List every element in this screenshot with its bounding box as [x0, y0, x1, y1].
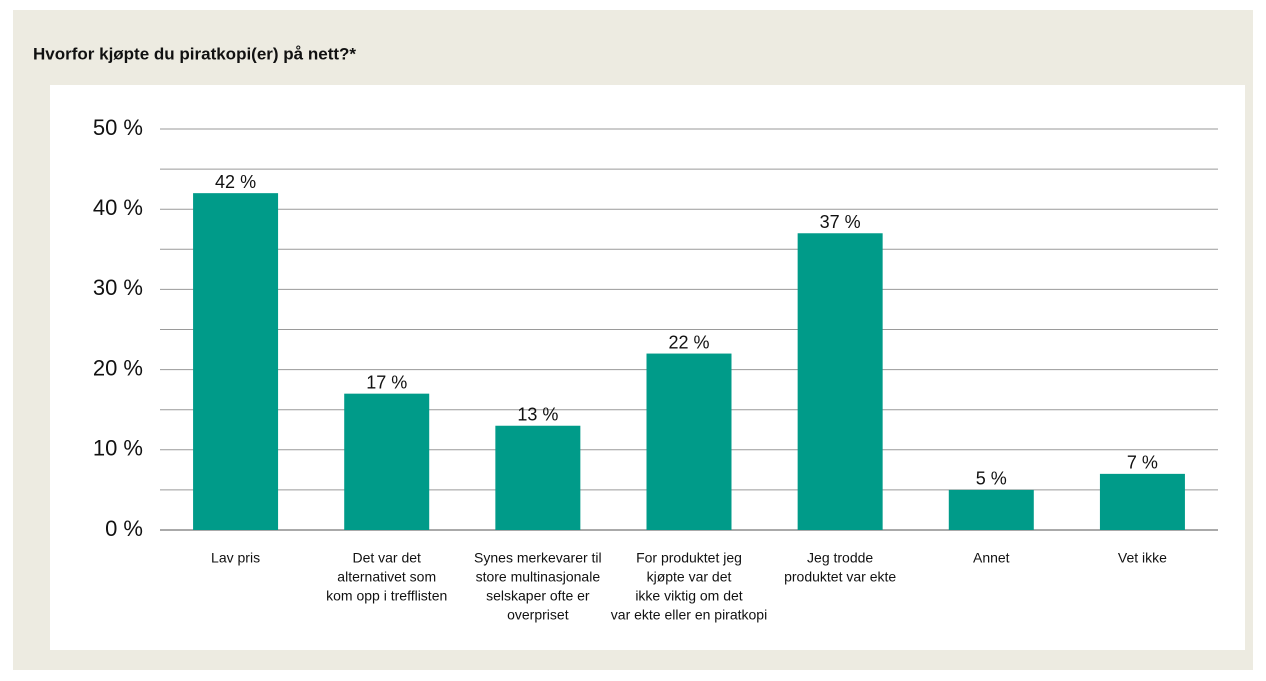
bar: [193, 193, 279, 530]
bar: [1099, 473, 1185, 530]
value-label: 7 %: [1127, 453, 1158, 473]
y-tick-label: 0 %: [105, 516, 143, 541]
x-tick-label: Vet ikke: [1118, 550, 1167, 566]
value-label: 13 %: [517, 404, 558, 424]
x-tick-label: store multinasjonale: [476, 569, 601, 585]
bar: [646, 353, 732, 530]
x-tick-label: Jeg trodde: [807, 550, 873, 566]
y-tick-label: 30 %: [93, 275, 143, 300]
y-tick-label: 40 %: [93, 195, 143, 220]
x-tick-label: selskaper ofte er: [486, 588, 590, 604]
bar: [797, 233, 883, 530]
y-tick-label: 20 %: [93, 355, 143, 380]
value-label: 17 %: [366, 372, 407, 392]
x-tick-label: var ekte eller en piratkopi: [611, 607, 767, 623]
x-tick-label: kjøpte var det: [647, 569, 732, 585]
chart-title: Hvorfor kjøpte du piratkopi(er) på nett?…: [33, 44, 356, 63]
y-tick-label: 10 %: [93, 436, 143, 461]
x-tick-label: For produktet jeg: [636, 550, 742, 566]
x-tick-label: produktet var ekte: [784, 569, 896, 585]
x-tick-label: Det var det: [352, 550, 421, 566]
x-tick-label: overpriset: [507, 607, 569, 623]
x-tick-label: Lav pris: [211, 550, 260, 566]
bar: [948, 489, 1034, 530]
x-tick-label: alternativet som: [337, 569, 436, 585]
x-tick-label: Annet: [973, 550, 1010, 566]
bar: [344, 393, 430, 530]
x-tick-label: Synes merkevarer til: [474, 550, 602, 566]
x-tick-label: kom opp i trefflisten: [326, 588, 447, 604]
bar: [495, 425, 581, 530]
value-label: 5 %: [976, 469, 1007, 489]
x-tick-label: ikke viktig om det: [635, 588, 742, 604]
value-label: 22 %: [668, 332, 709, 352]
y-tick-label: 50 %: [93, 115, 143, 140]
value-label: 37 %: [820, 212, 861, 232]
value-label: 42 %: [215, 172, 256, 192]
